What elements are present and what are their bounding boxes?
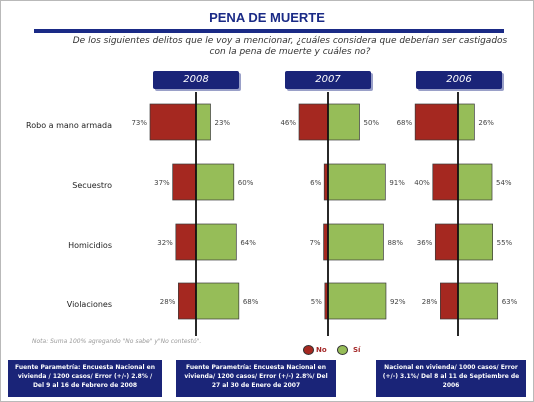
data-label-no: 68% — [397, 119, 413, 127]
bar-si — [457, 282, 499, 320]
data-label-no: 37% — [154, 179, 170, 187]
data-label-si: 68% — [243, 298, 259, 306]
bar-si — [327, 282, 387, 320]
legend-label-no: No — [316, 346, 327, 354]
bar-no — [175, 223, 197, 261]
source-note-2008: Fuente Parametría: Encuesta Nacional en … — [8, 360, 162, 397]
year-label-2008: 2008 — [153, 71, 239, 89]
data-label-si: 63% — [502, 298, 518, 306]
bar-si — [457, 223, 494, 261]
category-label: Homicidios — [68, 241, 112, 250]
bar-si — [327, 103, 360, 141]
source-note-2006: Nacional en vivienda/ 1000 casos/ Error … — [376, 360, 526, 397]
year-label-2007: 2007 — [285, 71, 371, 89]
data-label-no: 46% — [280, 119, 296, 127]
bar-no — [440, 282, 459, 320]
data-label-si: 50% — [364, 119, 380, 127]
bar-no — [298, 103, 329, 141]
legend-swatch-si — [337, 345, 348, 355]
data-label-no: 28% — [422, 298, 438, 306]
bar-no — [172, 163, 197, 201]
title-rule — [34, 29, 504, 33]
data-label-no: 73% — [131, 119, 147, 127]
bar-si — [327, 163, 386, 201]
data-label-si: 60% — [238, 179, 254, 187]
legend-swatch-no — [303, 345, 314, 355]
bar-si — [327, 223, 384, 261]
data-label-si: 26% — [478, 119, 494, 127]
bar-no — [149, 103, 197, 141]
data-label-no: 7% — [309, 239, 320, 247]
legend: No Sí — [303, 344, 365, 356]
bar-no — [414, 103, 459, 141]
chart-note: Nota: Suma 100% agregando "No sabe" y"No… — [32, 338, 202, 345]
data-label-si: 23% — [214, 119, 230, 127]
bar-si — [457, 163, 493, 201]
bar-si — [195, 163, 235, 201]
bar-no — [178, 282, 197, 320]
data-label-si: 55% — [497, 239, 513, 247]
bar-si — [195, 282, 240, 320]
data-label-si: 92% — [390, 298, 406, 306]
category-label: Violaciones — [66, 300, 112, 309]
page-title: PENA DE MUERTE — [209, 10, 325, 25]
data-label-si: 64% — [240, 239, 256, 247]
data-label-no: 5% — [311, 298, 322, 306]
year-label-2006: 2006 — [416, 71, 502, 89]
category-label: Secuestro — [72, 181, 112, 190]
data-label-no: 6% — [310, 179, 321, 187]
data-label-si: 54% — [496, 179, 512, 187]
data-label-no: 40% — [414, 179, 430, 187]
data-label-si: 88% — [387, 239, 403, 247]
bar-no — [432, 163, 459, 201]
bar-si — [195, 223, 237, 261]
source-note-2007: Fuente Parametría: Encuesta Nacional en … — [176, 360, 336, 397]
bar-no — [434, 223, 459, 261]
data-label-si: 91% — [389, 179, 405, 187]
legend-label-si: Sí — [353, 346, 361, 354]
bar-si — [457, 103, 475, 141]
survey-question: De los siguientes delitos que le voy a m… — [72, 36, 508, 57]
data-label-no: 36% — [417, 239, 433, 247]
category-label: Robo a mano armada — [26, 121, 112, 130]
data-label-no: 32% — [157, 239, 173, 247]
data-label-no: 28% — [160, 298, 176, 306]
bar-si — [195, 103, 211, 141]
